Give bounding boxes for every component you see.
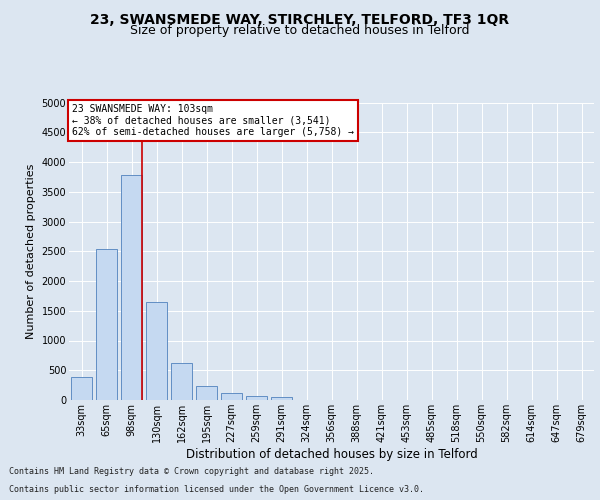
Bar — [171, 363, 192, 400]
Bar — [146, 302, 167, 400]
Text: Contains public sector information licensed under the Open Government Licence v3: Contains public sector information licen… — [9, 485, 424, 494]
Bar — [246, 396, 267, 400]
Y-axis label: Number of detached properties: Number of detached properties — [26, 164, 36, 339]
Bar — [96, 250, 117, 400]
Text: 23, SWANSMEDE WAY, STIRCHLEY, TELFORD, TF3 1QR: 23, SWANSMEDE WAY, STIRCHLEY, TELFORD, T… — [91, 12, 509, 26]
Text: Size of property relative to detached houses in Telford: Size of property relative to detached ho… — [130, 24, 470, 37]
Text: 23 SWANSMEDE WAY: 103sqm
← 38% of detached houses are smaller (3,541)
62% of sem: 23 SWANSMEDE WAY: 103sqm ← 38% of detach… — [71, 104, 353, 137]
Text: Contains HM Land Registry data © Crown copyright and database right 2025.: Contains HM Land Registry data © Crown c… — [9, 467, 374, 476]
Bar — [196, 386, 217, 400]
Bar — [221, 394, 242, 400]
Bar — [121, 175, 142, 400]
Bar — [71, 377, 92, 400]
Bar — [271, 397, 292, 400]
X-axis label: Distribution of detached houses by size in Telford: Distribution of detached houses by size … — [185, 448, 478, 461]
